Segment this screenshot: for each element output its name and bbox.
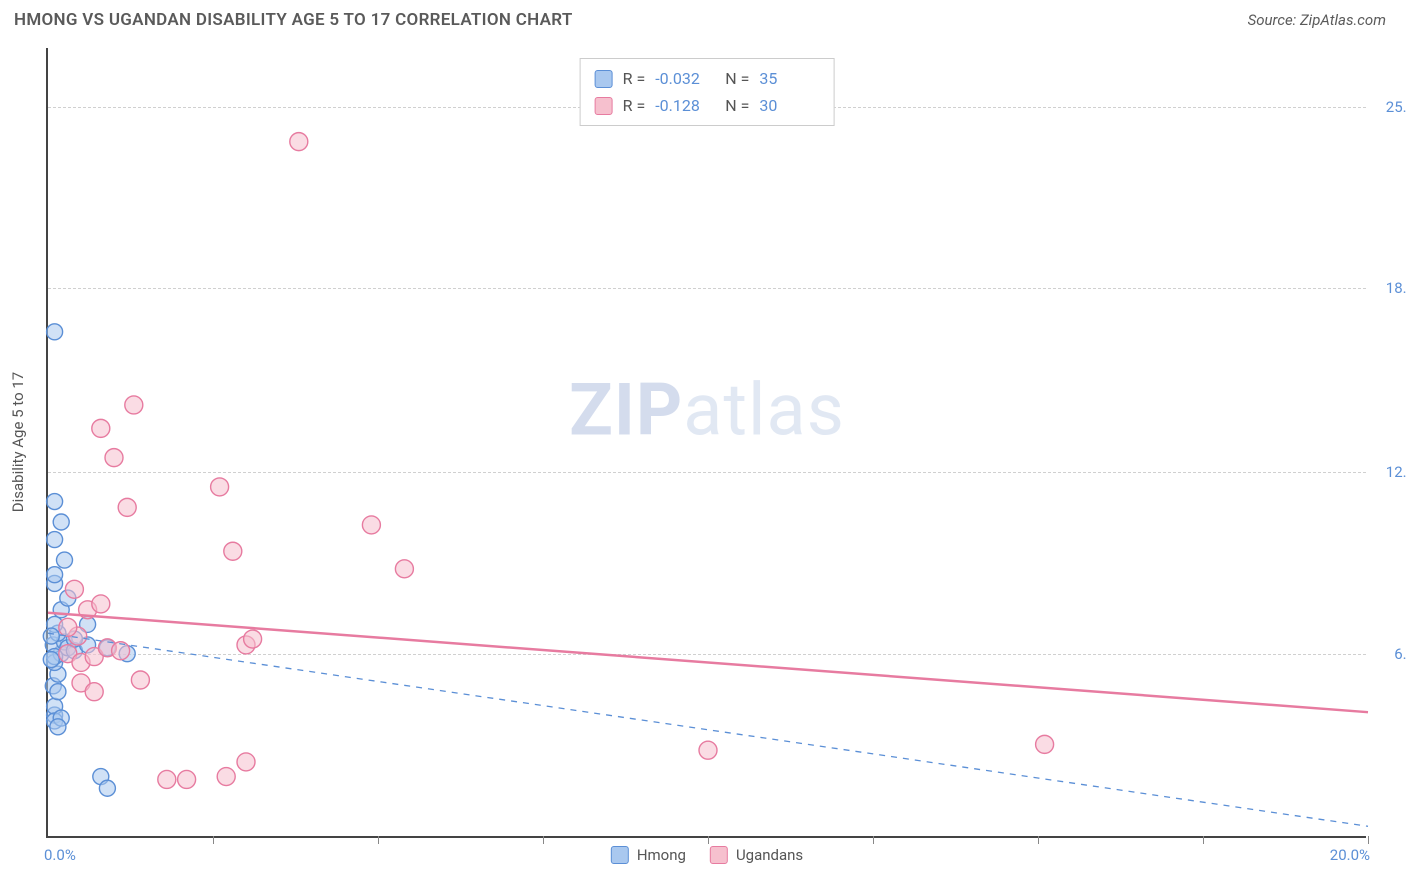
data-point (50, 684, 66, 700)
data-point (125, 396, 143, 414)
data-point (43, 628, 59, 644)
legend-item-1: Hmong (611, 846, 686, 864)
correlation-stats-box: R = -0.032 N = 35 R = -0.128 N = 30 (580, 58, 835, 126)
data-point (47, 324, 63, 340)
y-tick-label: 18.8% (1371, 279, 1406, 297)
n-label: N = (725, 92, 749, 119)
data-point (47, 494, 63, 510)
data-point (57, 552, 73, 568)
x-tick (543, 836, 544, 844)
n-label: N = (725, 65, 749, 92)
data-point (290, 133, 308, 151)
r-label: R = (623, 92, 646, 119)
data-point (92, 595, 110, 613)
data-point (92, 419, 110, 437)
x-tick (708, 836, 709, 844)
y-tick-label: 25.0% (1371, 98, 1406, 116)
data-point (362, 516, 380, 534)
data-point (395, 560, 413, 578)
data-point (699, 741, 717, 759)
trend-line (48, 613, 1368, 712)
legend-swatch-2 (710, 846, 728, 864)
data-point (1036, 735, 1054, 753)
series1-n-value: 35 (759, 65, 819, 92)
series1-r-value: -0.032 (655, 65, 715, 92)
series1-swatch (595, 70, 613, 88)
data-point (85, 683, 103, 701)
x-axis-start-label: 0.0% (44, 846, 76, 864)
stats-row-series1: R = -0.032 N = 35 (595, 65, 820, 92)
chart-title: HMONG VS UGANDAN DISABILITY AGE 5 TO 17 … (14, 10, 573, 30)
x-tick (213, 836, 214, 844)
y-tick-label: 6.3% (1371, 645, 1406, 663)
data-point (53, 514, 69, 530)
source-attribution: Source: ZipAtlas.com (1248, 11, 1386, 29)
data-point (244, 630, 262, 648)
legend-label-1: Hmong (637, 846, 686, 864)
scatter-plot-svg (48, 48, 1366, 836)
data-point (217, 768, 235, 786)
series2-swatch (595, 97, 613, 115)
data-point (47, 532, 63, 548)
data-point (158, 770, 176, 788)
data-point (237, 753, 255, 771)
x-tick (1038, 836, 1039, 844)
data-point (224, 542, 242, 560)
data-point (118, 498, 136, 516)
legend-item-2: Ugandans (710, 846, 803, 864)
series2-n-value: 30 (759, 92, 819, 119)
data-point (178, 770, 196, 788)
data-point (105, 449, 123, 467)
x-axis-end-label: 20.0% (1330, 846, 1370, 864)
data-point (65, 580, 83, 598)
r-label: R = (623, 65, 646, 92)
series-legend: Hmong Ugandans (611, 846, 803, 864)
x-tick (873, 836, 874, 844)
y-axis-title: Disability Age 5 to 17 (9, 372, 27, 512)
stats-row-series2: R = -0.128 N = 30 (595, 92, 820, 119)
legend-swatch-1 (611, 846, 629, 864)
x-tick (1368, 836, 1369, 844)
data-point (43, 652, 59, 668)
x-tick (378, 836, 379, 844)
x-tick (1203, 836, 1204, 844)
data-point (99, 780, 115, 796)
data-point (50, 719, 66, 735)
data-point (131, 671, 149, 689)
chart-plot-area: Disability Age 5 to 17 ZIPatlas 6.3%12.5… (46, 48, 1366, 838)
series2-r-value: -0.128 (655, 92, 715, 119)
data-point (211, 478, 229, 496)
legend-label-2: Ugandans (736, 846, 803, 864)
data-point (47, 567, 63, 583)
data-point (59, 618, 77, 636)
y-tick-label: 12.5% (1371, 463, 1406, 481)
